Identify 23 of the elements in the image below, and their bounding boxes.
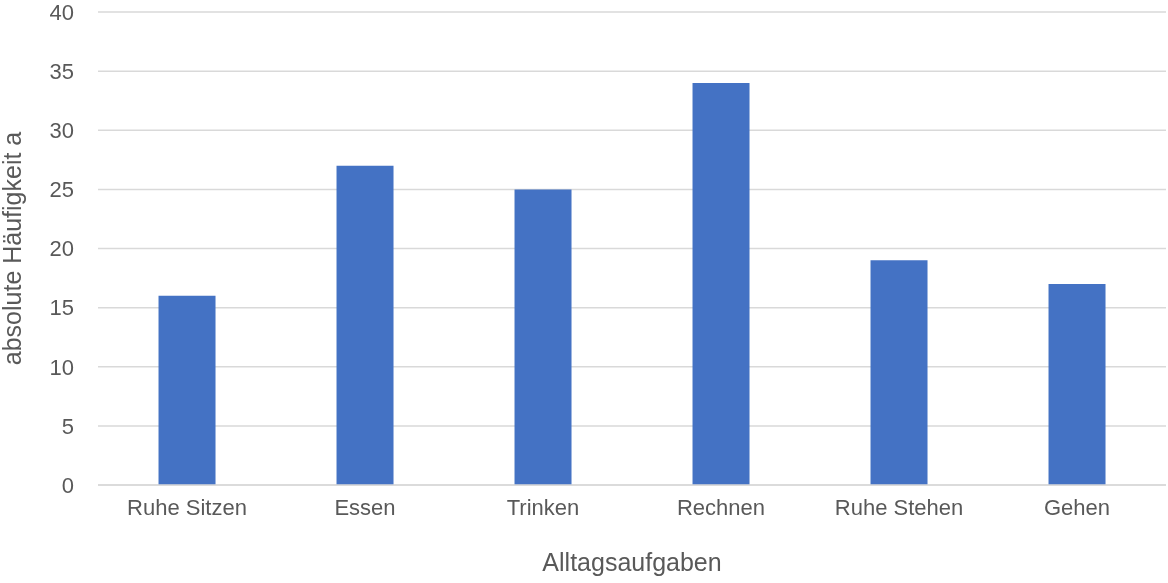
bar [336,165,394,485]
x-tick-label: Ruhe Sitzen [127,494,247,520]
y-tick-label: 35 [49,58,74,84]
x-tick-label: Ruhe Stehen [834,494,964,520]
y-tick-label: 15 [49,295,74,321]
x-tick-label: Essen [334,494,396,520]
y-tick-label: 30 [49,118,74,144]
y-axis-title: absolute Häufigkeit a [0,131,26,366]
bar [692,82,750,485]
x-tick-label: Gehen [1043,494,1111,520]
y-tick-label: 20 [49,236,74,262]
bar [870,260,928,485]
y-tick-label: 0 [61,472,74,498]
bar [514,189,572,485]
y-tick-label: 10 [49,354,74,380]
bar [1048,283,1106,485]
y-tick-label: 5 [61,413,74,439]
x-axis-title: Alltagsaufgaben [542,548,722,576]
y-tick-label: 40 [49,0,74,25]
x-tick-label: Rechnen [676,494,766,520]
bar [158,295,216,485]
y-tick-label: 25 [49,177,74,203]
x-tick-label: Trinken [506,494,580,520]
